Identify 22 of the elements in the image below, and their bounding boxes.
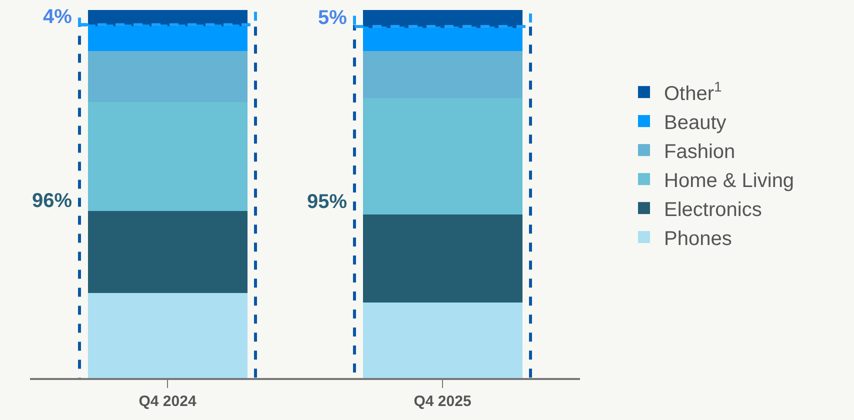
- bar: [362, 26, 522, 51]
- x-tick-label: Q4 2024: [138, 392, 197, 410]
- bar: [88, 210, 248, 293]
- legend-label: Beauty: [664, 112, 726, 134]
- legend-label: Home & Living: [664, 170, 794, 192]
- legend-label: Other$^{1}$: [664, 78, 722, 105]
- bar: [362, 302, 522, 378]
- bar: [88, 24, 248, 52]
- bar: [88, 102, 248, 211]
- bar: [362, 214, 522, 303]
- bar: [362, 98, 522, 215]
- legend-label: Electronics: [664, 198, 762, 221]
- bar: [362, 50, 522, 98]
- x-tick-label: Q4 2025: [414, 392, 472, 410]
- annotation: 5%: [318, 7, 348, 29]
- legend-label: Phones: [664, 228, 732, 250]
- legend-label: Fashion: [664, 140, 736, 163]
- bar: [88, 51, 248, 102]
- annotation: 95%: [307, 191, 348, 213]
- annotation: 96%: [32, 190, 72, 212]
- bar: [88, 292, 248, 378]
- annotation: 4%: [43, 6, 72, 28]
